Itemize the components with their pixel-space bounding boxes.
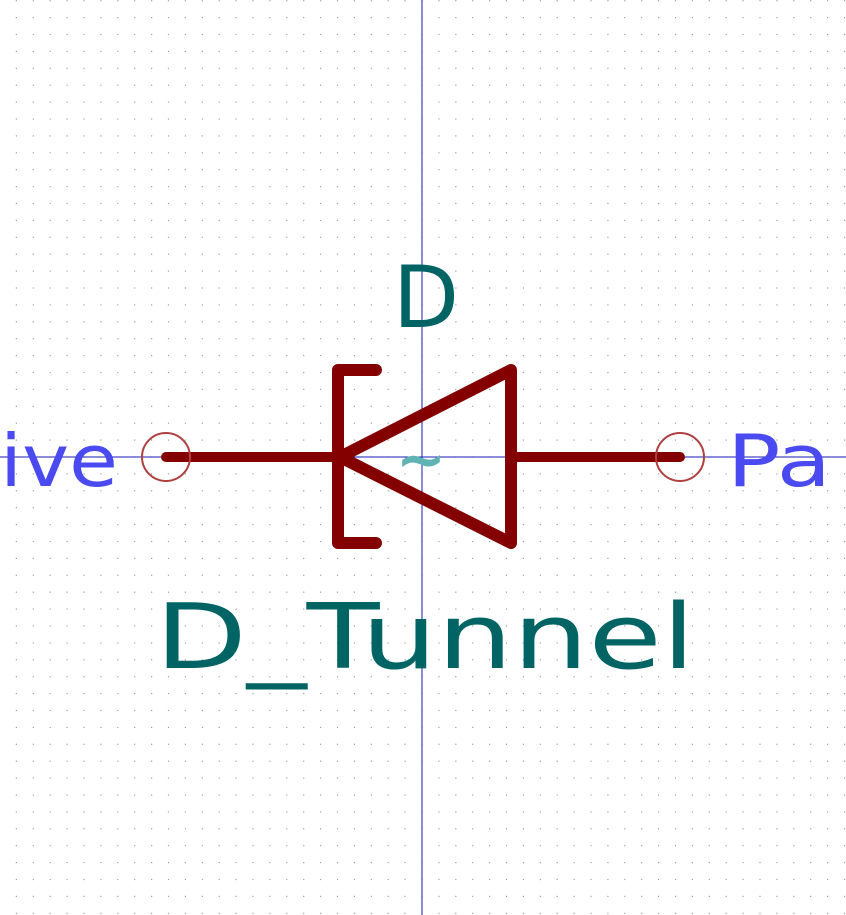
hidden-field-marker[interactable]: ~: [396, 425, 446, 495]
value-field[interactable]: D_Tunnel: [155, 585, 695, 690]
reference-field[interactable]: D: [393, 248, 459, 348]
tunnel-cathode-bracket[interactable]: [332, 364, 382, 549]
right-pin-connection-circle[interactable]: [655, 432, 705, 482]
right-pin-name: Pa: [727, 419, 831, 503]
diode-triangle[interactable]: [334, 364, 517, 549]
left-pin-name: ive: [0, 419, 118, 503]
left-pin-connection-circle[interactable]: [141, 432, 191, 482]
